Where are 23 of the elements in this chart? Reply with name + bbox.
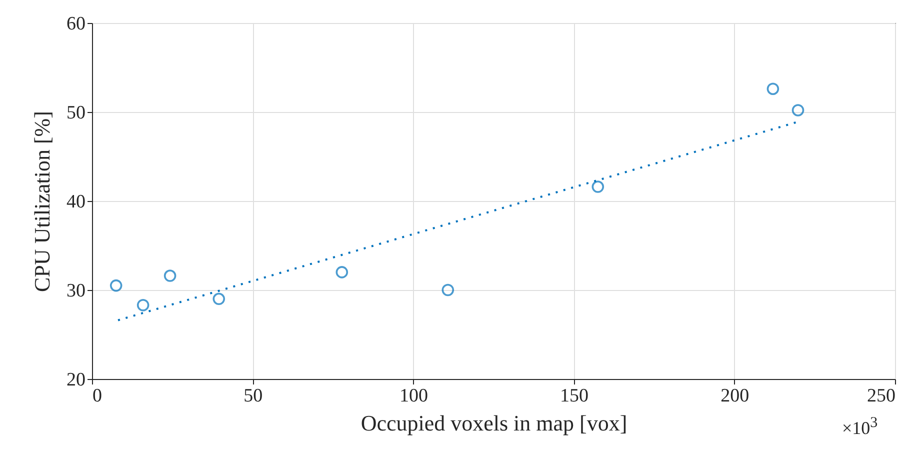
x-tick-label: 200 (720, 386, 750, 406)
y-tick-label: 50 (66, 102, 86, 124)
axis-multiplier-note: ×10$^{3}$ (842, 414, 878, 440)
x-axis-title: Occupied voxels in map [vox] (360, 410, 628, 436)
x-tick-label: 0 (92, 386, 102, 406)
x-tick-label: 150 (560, 386, 589, 406)
y-axis-title: CPU Utilization [%] (30, 111, 54, 292)
point (212, 292, 226, 306)
x-tick-label: 100 (399, 386, 428, 406)
y-tick-label: 20 (66, 370, 86, 390)
x-tick-label: 50 (244, 386, 263, 406)
point (110, 279, 122, 292)
point (442, 284, 454, 296)
point (792, 104, 804, 116)
point (766, 82, 780, 95)
y-tick-label: 40 (66, 192, 86, 212)
y-tick-label: 30 (66, 280, 86, 302)
point (592, 180, 604, 193)
x-tick-label: 250 (867, 386, 896, 406)
point (164, 270, 176, 282)
point (136, 298, 150, 312)
y-tick-label: 60 (66, 14, 86, 34)
point (336, 266, 348, 278)
